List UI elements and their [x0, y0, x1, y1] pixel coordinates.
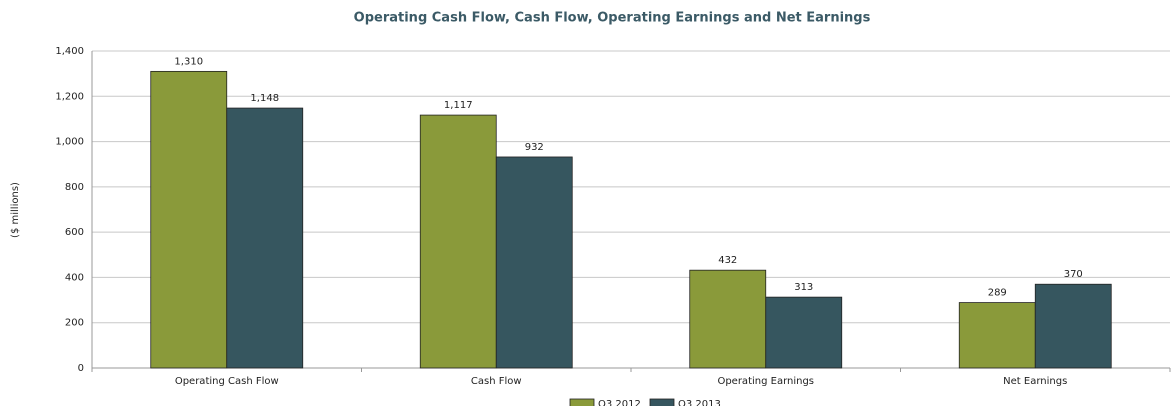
data-label: 289 [988, 288, 1007, 299]
x-tick-label: Net Earnings [1003, 376, 1067, 387]
bar [419, 114, 497, 369]
data-label: 432 [718, 255, 737, 266]
bar [495, 156, 573, 369]
data-label: 370 [1064, 269, 1083, 280]
chart-title: Operating Cash Flow, Cash Flow, Operatin… [354, 11, 871, 26]
bar [226, 107, 304, 369]
bar [958, 302, 1036, 369]
bar [765, 296, 843, 369]
y-tick-label: 600 [65, 227, 84, 238]
x-tick-label: Operating Earnings [717, 376, 814, 387]
y-tick-label: 400 [65, 272, 84, 283]
data-label: 1,117 [444, 100, 473, 111]
legend-label: Q3 2012 [598, 399, 641, 406]
legend-swatch [569, 398, 595, 406]
data-label: 932 [525, 142, 544, 153]
x-tick-label: Cash Flow [471, 376, 522, 387]
legend-label: Q3 2013 [678, 399, 721, 406]
bar [150, 70, 228, 369]
data-label: 313 [794, 282, 813, 293]
y-tick-label: 0 [78, 363, 84, 374]
y-tick-label: 1,200 [55, 91, 84, 102]
y-tick-label: 1,400 [55, 46, 84, 57]
legend-swatch [649, 398, 675, 406]
y-tick-label: 800 [65, 182, 84, 193]
x-tick-label: Operating Cash Flow [175, 376, 279, 387]
data-label: 1,148 [250, 93, 279, 104]
y-tick-label: 200 [65, 318, 84, 329]
bar [1034, 283, 1112, 369]
data-label: 1,310 [174, 56, 203, 67]
y-axis-label: ($ millions) [10, 182, 21, 238]
y-tick-label: 1,000 [55, 137, 84, 148]
bar [689, 269, 767, 369]
